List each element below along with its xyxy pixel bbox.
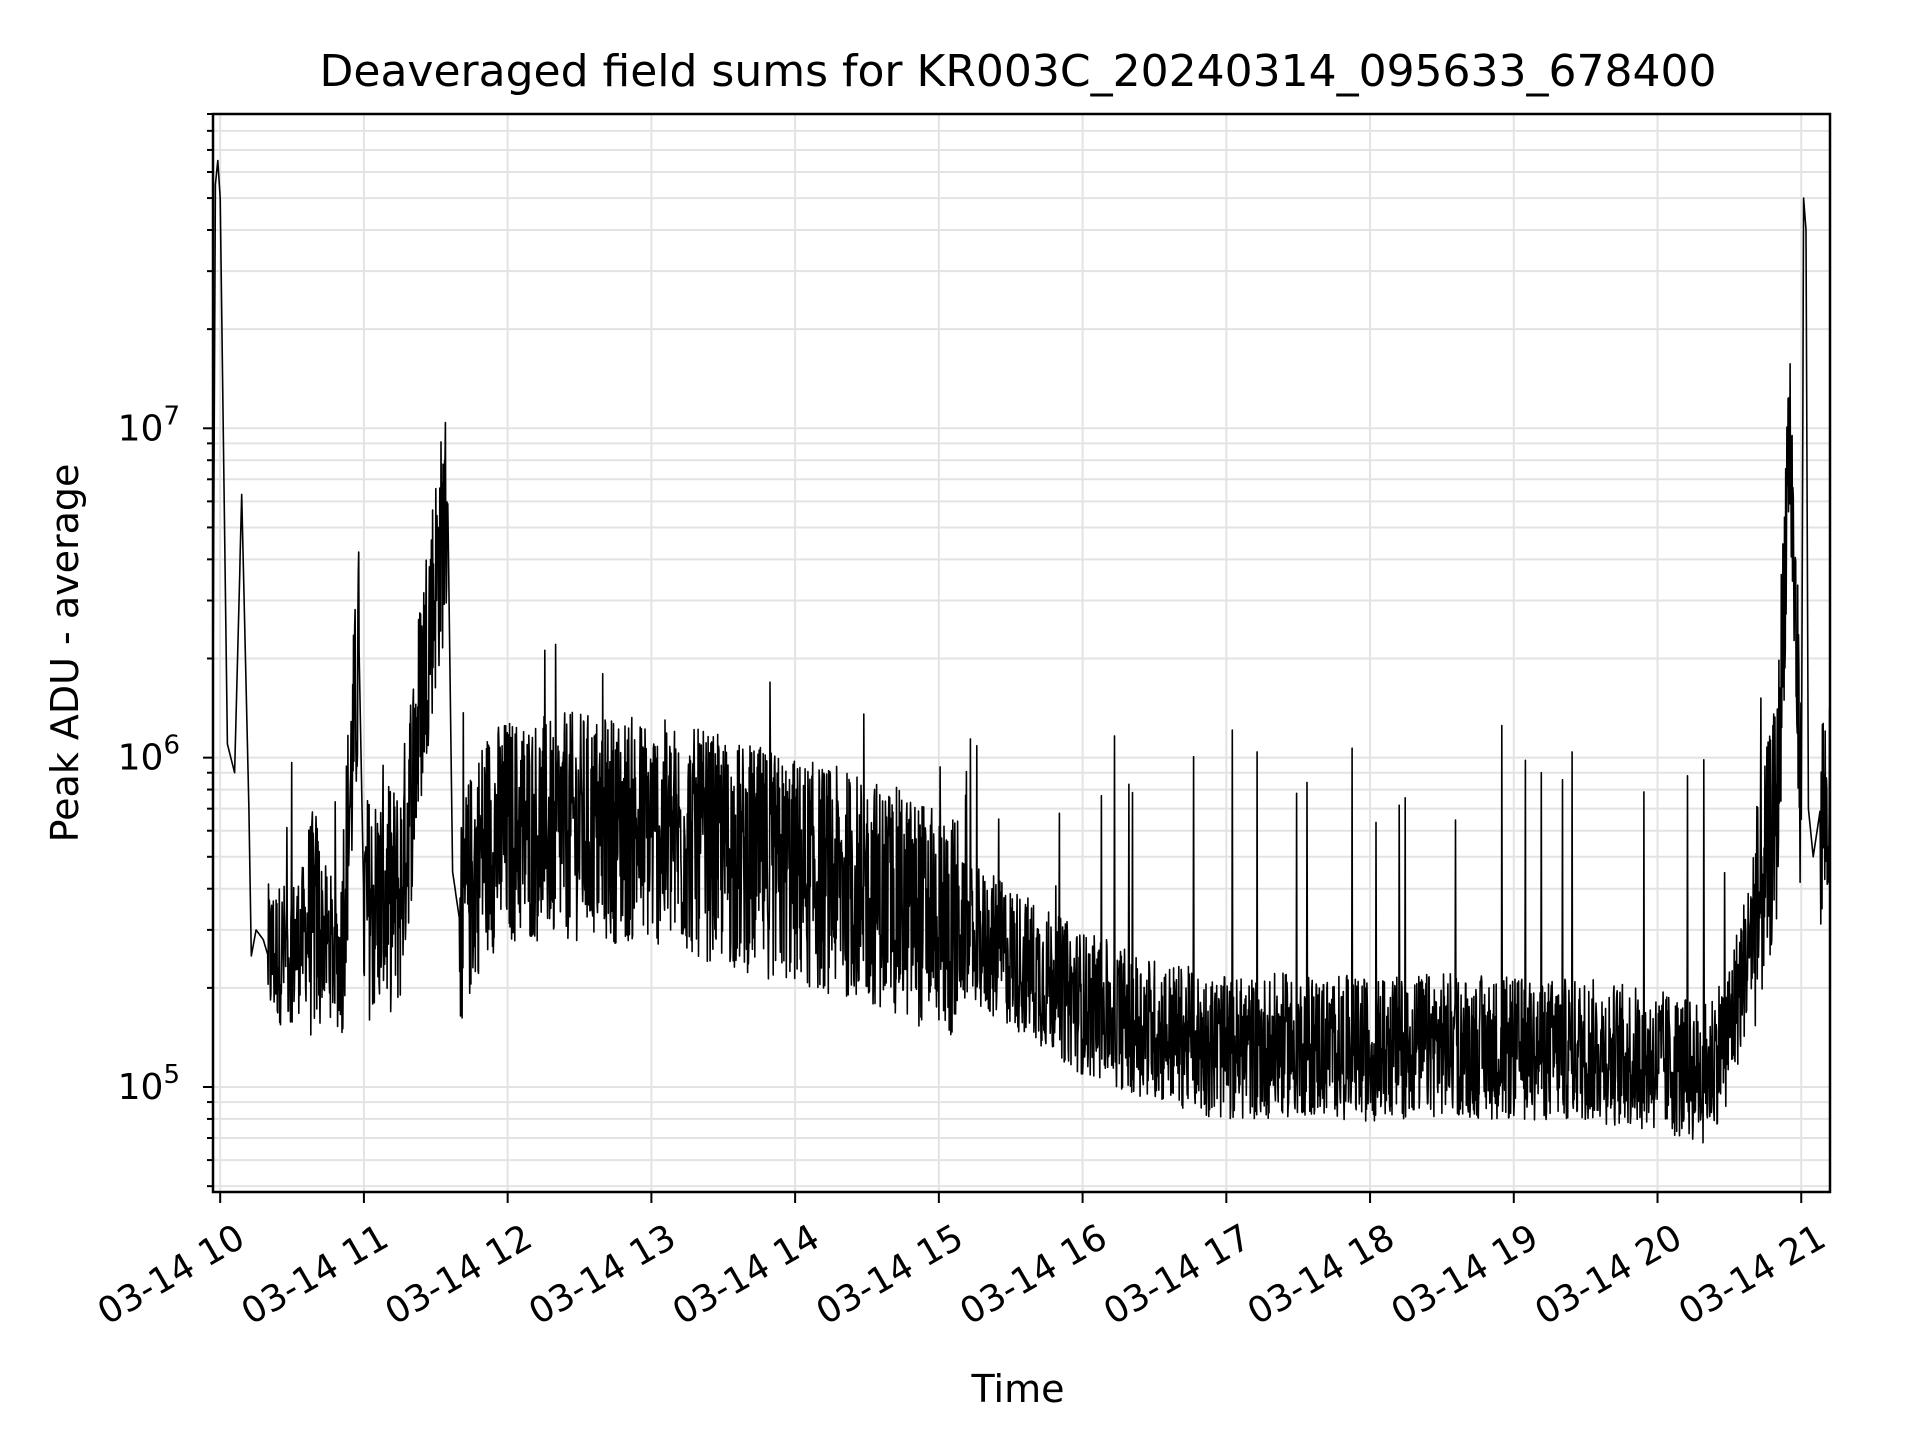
y-tick-label: 105 xyxy=(118,1060,180,1108)
y-tick-label: 106 xyxy=(118,731,180,779)
y-tick-label: 107 xyxy=(118,401,180,449)
x-axis-label: Time xyxy=(971,1367,1065,1411)
plot-frame xyxy=(211,112,1832,1194)
y-axis-label: Peak ADU - average xyxy=(43,464,87,843)
series-line xyxy=(212,159,1831,1144)
chart-title: Deaveraged field sums for KR003C_2024031… xyxy=(320,46,1717,97)
y-axis: 105 106 107 xyxy=(118,113,213,1188)
